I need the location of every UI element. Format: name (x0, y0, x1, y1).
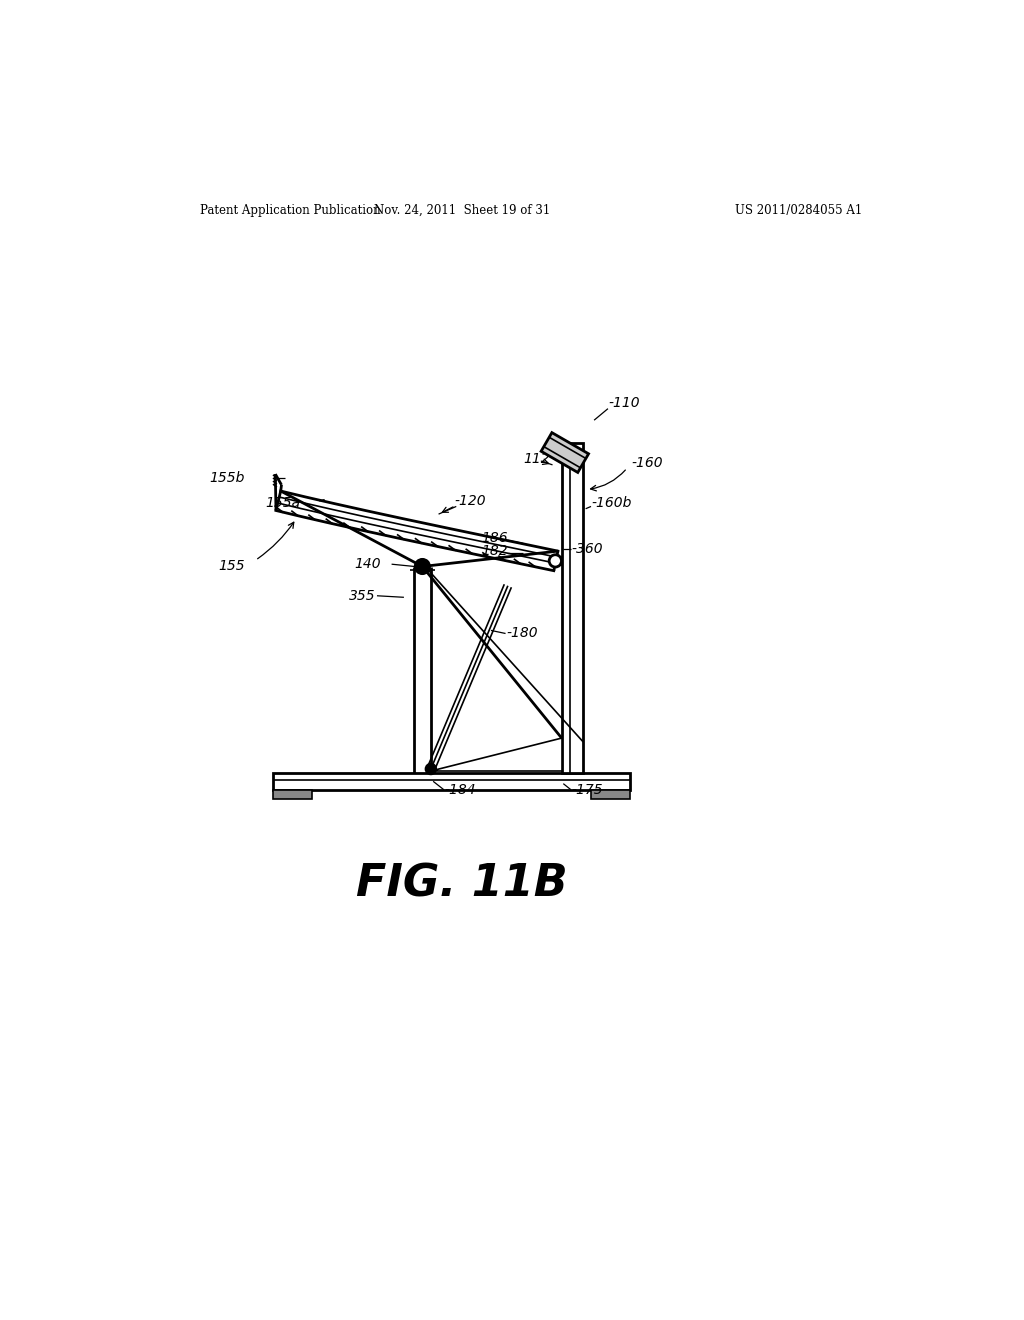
Text: -175: -175 (571, 783, 603, 797)
Text: -160: -160 (631, 455, 663, 470)
Text: Nov. 24, 2011  Sheet 19 of 31: Nov. 24, 2011 Sheet 19 of 31 (374, 205, 550, 218)
Text: 182: 182 (481, 544, 508, 558)
Text: 155a: 155a (265, 496, 300, 511)
Text: FIG. 11B: FIG. 11B (356, 863, 567, 906)
Circle shape (415, 558, 430, 574)
Text: -360: -360 (571, 541, 603, 556)
Text: -160b: -160b (591, 496, 632, 511)
Text: -120: -120 (454, 494, 485, 508)
Text: Patent Application Publication: Patent Application Publication (200, 205, 381, 218)
Circle shape (425, 763, 436, 775)
Text: 355: 355 (349, 589, 376, 603)
Text: -180: -180 (506, 626, 538, 640)
Text: 186: 186 (481, 531, 508, 545)
Polygon shape (431, 738, 562, 771)
Text: -184: -184 (444, 783, 476, 797)
Text: US 2011/0284055 A1: US 2011/0284055 A1 (735, 205, 862, 218)
Circle shape (549, 554, 561, 568)
Text: 140: 140 (354, 557, 381, 572)
Polygon shape (562, 444, 584, 774)
Text: 155b: 155b (209, 471, 245, 484)
Text: 155: 155 (218, 560, 245, 573)
Polygon shape (541, 433, 589, 473)
Text: -110: -110 (608, 396, 640, 411)
Polygon shape (273, 774, 630, 789)
Polygon shape (273, 789, 311, 799)
Text: 112: 112 (523, 451, 550, 466)
Polygon shape (591, 789, 630, 799)
